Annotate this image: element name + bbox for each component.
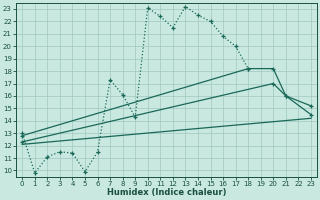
X-axis label: Humidex (Indice chaleur): Humidex (Indice chaleur) (107, 188, 226, 197)
